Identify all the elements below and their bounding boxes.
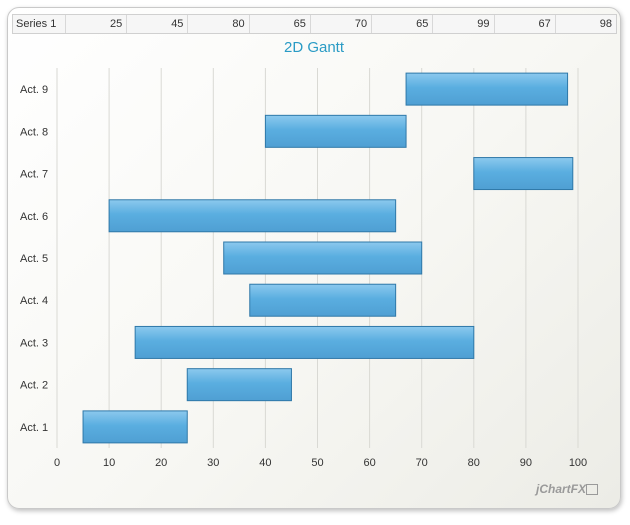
logo-chart-icon	[586, 484, 598, 495]
gantt-bar	[186, 368, 292, 402]
category-label: Act. 8	[20, 126, 48, 138]
logo: jChartFX	[535, 482, 586, 496]
category-label: Act. 3	[20, 337, 48, 349]
data-grid-cell: 67	[493, 15, 555, 33]
data-grid-cell: 70	[309, 15, 371, 33]
x-tick-label: 20	[155, 457, 167, 469]
gantt-bar	[405, 72, 569, 106]
data-grid-cell: 45	[126, 15, 187, 33]
data-grid-cell: 98	[554, 15, 616, 33]
gantt-bar	[249, 283, 397, 317]
chart-frame: Series 1 25 45 80 65 70 65 99 67 98 2D Gantt Act…	[7, 7, 621, 509]
x-tick-label: 60	[363, 457, 375, 469]
x-tick-label: 100	[569, 457, 587, 469]
category-label: Act. 7	[20, 169, 48, 181]
x-tick-label: 50	[311, 457, 323, 469]
data-grid-cell: 65	[371, 15, 432, 33]
gantt-bar	[134, 325, 475, 359]
x-tick-label: 30	[207, 457, 219, 469]
gantt-chart: Act. 1 Act. 2 Act. 3 Act. 4 Act. 5 Act. 6 Act.…	[20, 68, 587, 469]
data-grid-cell: 99	[432, 15, 493, 33]
category-label: Act. 5	[20, 253, 48, 265]
data-grid-series-label: Series 1	[16, 18, 57, 30]
x-tick-label: 0	[54, 457, 60, 469]
gantt-bar	[223, 241, 423, 275]
data-grid-cell: 80	[187, 15, 248, 33]
category-label: Act. 2	[20, 380, 48, 392]
x-tick-label: 80	[468, 457, 480, 469]
x-tick-label: 40	[259, 457, 271, 469]
x-tick-label: 90	[520, 457, 532, 469]
gantt-bar	[473, 157, 574, 191]
chart-title: 2D Gantt	[283, 39, 345, 56]
category-label: Act. 4	[20, 295, 48, 307]
gantt-bar	[108, 199, 397, 233]
category-label: Act. 6	[20, 211, 48, 223]
gantt-bar	[264, 114, 407, 148]
gantt-bar	[82, 410, 188, 444]
data-grid: Series 1 25 45 80 65 70 65 99 67 98	[12, 14, 617, 34]
category-label: Act. 9	[20, 84, 48, 96]
data-grid-cell: 25	[65, 15, 126, 33]
category-label: Act. 1	[20, 422, 48, 434]
x-tick-label: 10	[103, 457, 115, 469]
data-grid-cell: 65	[248, 15, 310, 33]
x-tick-label: 70	[416, 457, 428, 469]
